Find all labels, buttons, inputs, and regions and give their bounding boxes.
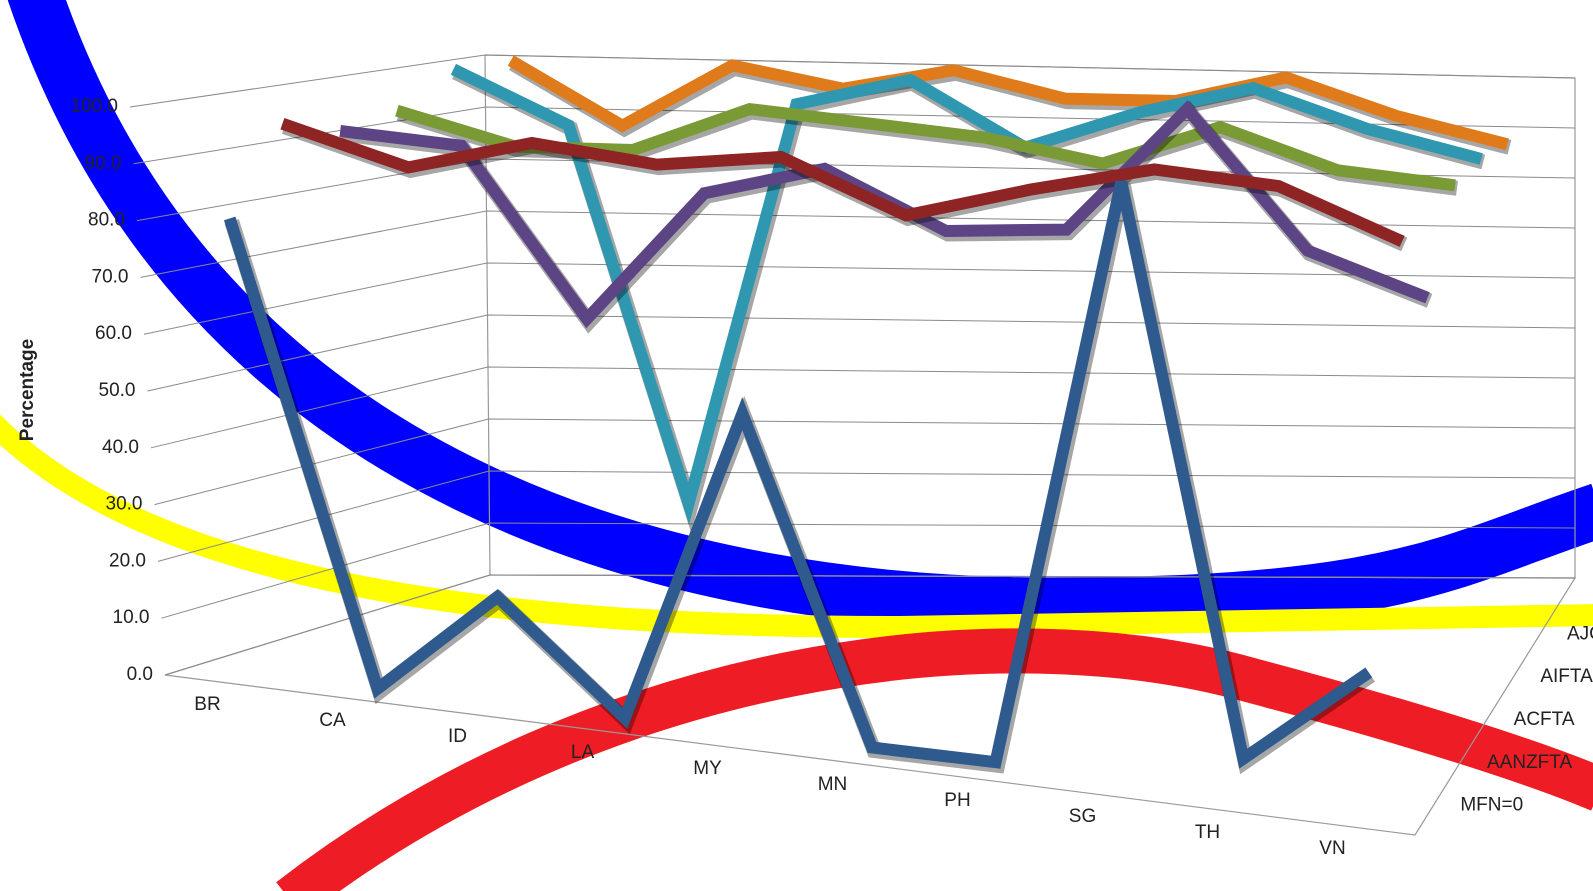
series-line (280, 118, 1408, 252)
y-tick-label: 30.0 (106, 494, 143, 515)
y-tick-label: 40.0 (102, 437, 139, 458)
x-tick-label: CA (319, 710, 346, 731)
line (450, 63, 1483, 525)
y-tick-label: 0.0 (127, 664, 153, 685)
grid-line (154, 418, 1576, 506)
y-axis-title: Percentage (17, 339, 38, 441)
line (507, 55, 1509, 151)
x-tick-label: PH (944, 790, 970, 811)
x-tick-label: BR (194, 694, 220, 715)
y-tick-label: 50.0 (99, 380, 136, 401)
x-tick-label: SG (1069, 806, 1096, 827)
series-line (507, 55, 1512, 155)
grid-line (133, 106, 1576, 165)
y-tick-label: 80.0 (88, 210, 125, 231)
grid-line (150, 366, 1576, 449)
series-label: ACFTA (1514, 709, 1575, 730)
x-tick-label: MY (693, 758, 722, 779)
blue-curve (7, 0, 1593, 633)
yellow-curve (0, 414, 1593, 639)
y-tick-label: 20.0 (109, 550, 146, 571)
series-line (450, 63, 1486, 534)
x-tick-label: MN (818, 774, 848, 795)
y-tick-label: 70.0 (92, 266, 129, 287)
line (280, 118, 1405, 247)
grid-line (161, 522, 1576, 619)
series-label: AIFTA (1540, 666, 1593, 687)
y-tick-label: 10.0 (113, 607, 150, 628)
line (223, 180, 1373, 769)
series-label: AANZFTA (1487, 752, 1572, 773)
x-tick-label: VN (1319, 838, 1345, 859)
grid-line (129, 54, 1576, 108)
grid-line (140, 210, 1576, 278)
grid-line (164, 574, 1576, 676)
series-label: MFN=0 (1460, 795, 1523, 816)
y-tick-label: 100.0 (70, 96, 118, 117)
grid-line (147, 314, 1576, 392)
x-tick-label: ID (448, 726, 467, 747)
series-label: AJC (1567, 623, 1593, 644)
grid-line (157, 470, 1576, 562)
x-tick-label: LA (571, 742, 595, 763)
red-curve (276, 628, 1593, 891)
y-tick-label: 90.0 (85, 153, 122, 174)
x-tick-label: TH (1195, 822, 1220, 843)
y-tick-label: 60.0 (95, 323, 132, 344)
series-line (223, 180, 1376, 775)
